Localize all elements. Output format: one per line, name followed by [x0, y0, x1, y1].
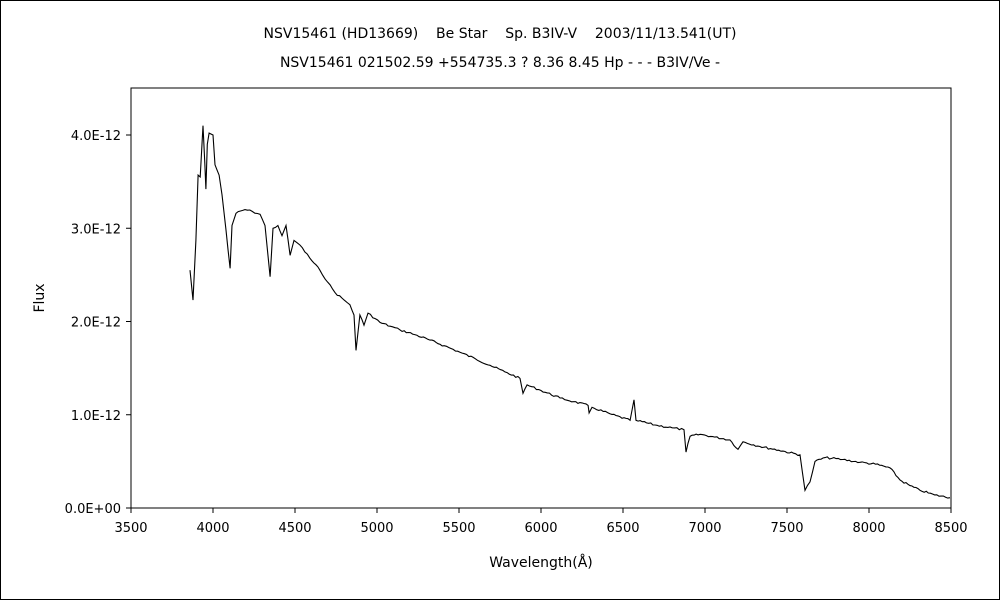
x-tick-label: 3500: [114, 521, 147, 536]
y-axis-label: Flux: [32, 283, 48, 312]
y-tick-label: 0.0E+00: [65, 502, 121, 517]
x-tick-label: 4000: [196, 521, 229, 536]
y-tick-label: 1.0E-12: [71, 409, 121, 424]
chart-subtitle: NSV15461 021502.59 +554735.3 ? 8.36 8.45…: [279, 55, 721, 71]
x-tick-label: 6000: [524, 521, 557, 536]
spectrum-line: [189, 125, 951, 499]
plot-border: [130, 87, 952, 509]
x-tick-label: 7500: [770, 521, 803, 536]
x-tick-label: 8000: [852, 521, 885, 536]
x-tick-label: 5500: [442, 521, 475, 536]
x-tick-label: 6500: [606, 521, 639, 536]
y-tick-label: 2.0E-12: [71, 316, 121, 331]
y-tick-label: 3.0E-12: [71, 222, 121, 237]
x-tick-label: 7000: [688, 521, 721, 536]
chart-title: NSV15461 (HD13669) Be Star Sp. B3IV-V 20…: [263, 26, 737, 42]
x-axis-label: Wavelength(Å): [489, 554, 593, 571]
x-tick-label: 4500: [278, 521, 311, 536]
y-tick-label: 4.0E-12: [71, 129, 121, 144]
x-tick-label: 5000: [360, 521, 393, 536]
x-tick-label: 8500: [934, 521, 967, 536]
